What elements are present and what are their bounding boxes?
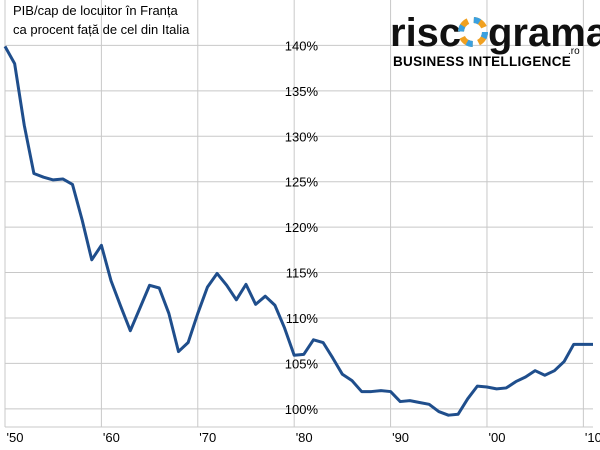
y-tick-label: 125% bbox=[285, 175, 319, 190]
logo-domain: .ro bbox=[568, 46, 580, 57]
y-tick-label: 115% bbox=[286, 266, 319, 281]
x-tick-label: '70 bbox=[199, 430, 216, 445]
x-tick-label: '10 bbox=[585, 430, 600, 445]
logo-ring bbox=[458, 17, 488, 47]
x-tick-label: '50 bbox=[7, 430, 24, 445]
y-tick-label: 100% bbox=[285, 402, 319, 417]
y-tick-label: 135% bbox=[285, 84, 319, 99]
y-tick-label: 120% bbox=[285, 220, 319, 235]
x-tick-label: '80 bbox=[296, 430, 313, 445]
logo-text: grama bbox=[488, 11, 600, 55]
chart-subtitle: ca procent față de cel din Italia bbox=[13, 22, 190, 37]
y-tick-label: 105% bbox=[285, 356, 319, 371]
x-tick-label: '00 bbox=[488, 430, 505, 445]
logo-text: risc bbox=[390, 11, 461, 55]
y-tick-label: 140% bbox=[285, 38, 319, 53]
x-tick-label: '60 bbox=[103, 430, 120, 445]
y-tick-label: 130% bbox=[285, 129, 319, 144]
grid bbox=[4, 0, 593, 428]
plot: 100% 105% 110% 115% 120% 125% 130% 135% 140% '50 '… bbox=[3, 38, 600, 445]
x-tick-label: '90 bbox=[392, 430, 409, 445]
y-tick-label: 110% bbox=[286, 311, 319, 326]
chart-title: PIB/cap de locuitor în Franța bbox=[13, 3, 179, 18]
logo: risc grama .ro BUSINESS INTELLIGENCE bbox=[390, 11, 600, 69]
logo-tagline: BUSINESS INTELLIGENCE bbox=[393, 54, 571, 69]
data-line bbox=[3, 45, 593, 417]
